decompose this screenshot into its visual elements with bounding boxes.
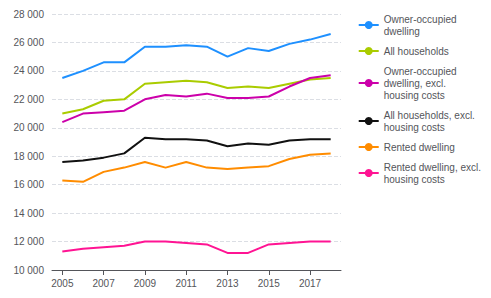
svg-text:Rented dwelling, excl.: Rented dwelling, excl.: [384, 162, 481, 173]
svg-text:24 000: 24 000: [13, 65, 44, 76]
svg-text:20 000: 20 000: [13, 122, 44, 133]
svg-text:26 000: 26 000: [13, 37, 44, 48]
svg-text:2013: 2013: [216, 278, 239, 289]
svg-text:Owner-occupied: Owner-occupied: [384, 14, 457, 25]
svg-text:22 000: 22 000: [13, 94, 44, 105]
svg-text:28 000: 28 000: [13, 9, 44, 20]
svg-text:All households, excl.: All households, excl.: [384, 110, 475, 121]
svg-text:2005: 2005: [51, 278, 74, 289]
svg-text:10 000: 10 000: [13, 265, 44, 276]
svg-text:14 000: 14 000: [13, 208, 44, 219]
svg-text:housing costs: housing costs: [384, 90, 445, 101]
svg-text:2009: 2009: [134, 278, 157, 289]
svg-text:12 000: 12 000: [13, 236, 44, 247]
svg-text:2007: 2007: [92, 278, 115, 289]
svg-text:dwelling, excl.: dwelling, excl.: [384, 78, 446, 89]
svg-text:housing costs: housing costs: [384, 122, 445, 133]
svg-text:Owner-occupied: Owner-occupied: [384, 66, 457, 77]
svg-text:2017: 2017: [299, 278, 322, 289]
svg-text:housing costs: housing costs: [384, 174, 445, 185]
svg-text:16 000: 16 000: [13, 179, 44, 190]
svg-text:2015: 2015: [258, 278, 281, 289]
svg-text:All households: All households: [384, 46, 449, 57]
svg-text:2011: 2011: [175, 278, 197, 289]
svg-text:18 000: 18 000: [13, 151, 44, 162]
svg-text:Rented dwelling: Rented dwelling: [384, 142, 455, 153]
svg-text:dwelling: dwelling: [384, 26, 420, 37]
